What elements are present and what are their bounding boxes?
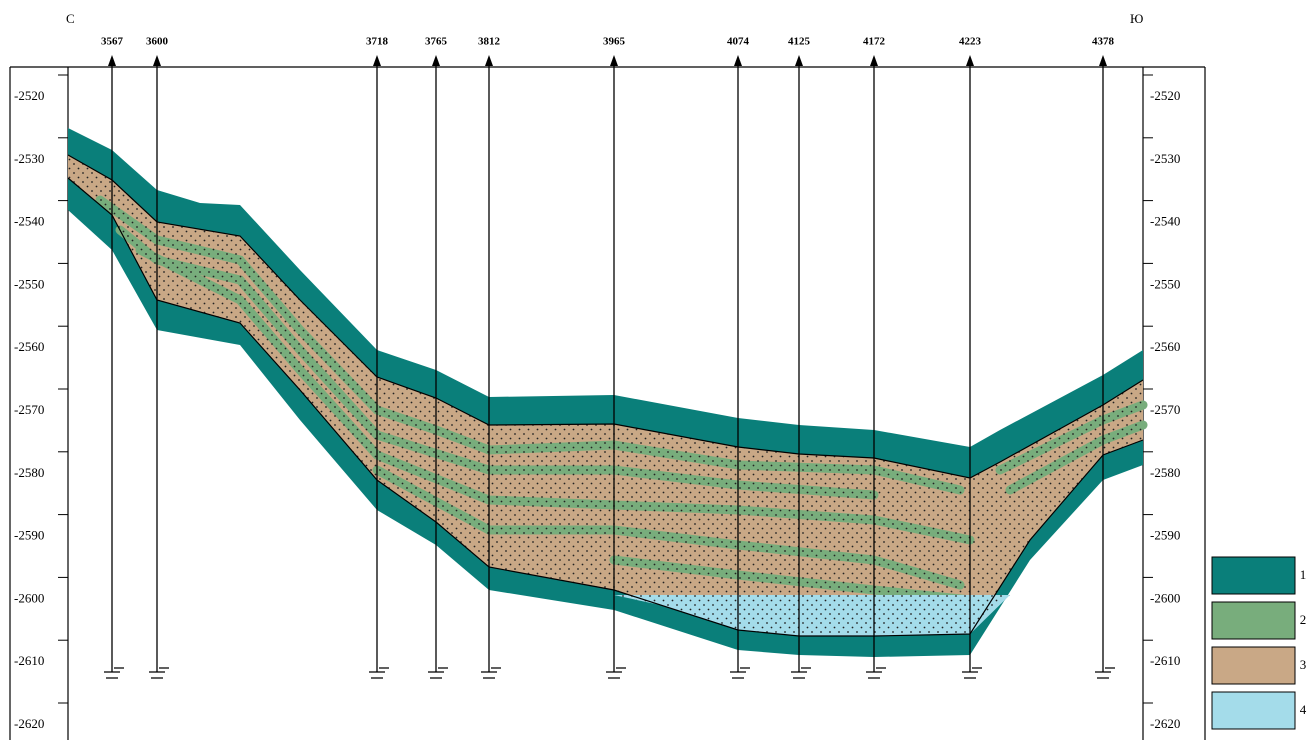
well-head — [432, 55, 440, 66]
well-bottom — [481, 668, 501, 678]
well-bottom — [606, 668, 626, 678]
well-label: 4074 — [727, 36, 750, 48]
corner-label: С — [66, 11, 75, 26]
well-head — [734, 55, 742, 66]
well-head — [966, 55, 974, 66]
well-head — [870, 55, 878, 66]
well-label: 3718 — [366, 36, 389, 48]
well-bottom — [1095, 668, 1115, 678]
depth-label: -2600 — [1150, 590, 1180, 605]
well-head — [1099, 55, 1107, 66]
depth-label: -2520 — [1150, 88, 1180, 103]
legend-swatch — [1212, 647, 1295, 684]
well-label: 4125 — [788, 36, 811, 48]
depth-label: -2600 — [14, 590, 44, 605]
well-bottom — [791, 668, 811, 678]
corner-label: Ю — [1130, 11, 1143, 26]
well-head — [373, 55, 381, 66]
well-label: 4378 — [1092, 36, 1115, 48]
legend-swatch — [1212, 557, 1295, 594]
depth-label: -2560 — [14, 339, 44, 354]
well-head — [153, 55, 161, 66]
depth-label: -2580 — [1150, 465, 1180, 480]
depth-label: -2570 — [14, 402, 44, 417]
well: 4378 — [1092, 36, 1115, 678]
well: 3600 — [146, 36, 169, 678]
depth-label: -2570 — [1150, 402, 1180, 417]
well: 3765 — [425, 36, 448, 678]
well-bottom — [149, 668, 169, 678]
well-bottom — [104, 668, 124, 678]
depth-label: -2550 — [1150, 276, 1180, 291]
depth-label: -2590 — [14, 528, 44, 543]
well-label: 3965 — [603, 36, 626, 48]
depth-label: -2540 — [14, 214, 44, 229]
well: 3567 — [101, 36, 124, 678]
page: С Ю -2520 -2520 -2530 -2530 -2540 -2540 -2550 -… — [0, 0, 1311, 740]
layers — [68, 128, 1143, 657]
well-bottom — [428, 668, 448, 678]
well-bottom — [866, 668, 886, 678]
well-head — [610, 55, 618, 66]
well-label: 3765 — [425, 36, 448, 48]
well-label: 3812 — [478, 36, 501, 48]
well-label: 4172 — [863, 36, 886, 48]
legend-swatch — [1212, 692, 1295, 729]
legend-label: 1 — [1300, 567, 1307, 582]
depth-label: -2560 — [1150, 339, 1180, 354]
depth-label: -2580 — [14, 465, 44, 480]
well-bottom — [369, 668, 389, 678]
depth-label: -2610 — [14, 653, 44, 668]
depth-label: -2550 — [14, 276, 44, 291]
well-label: 3600 — [146, 36, 169, 48]
depth-label: -2520 — [14, 88, 44, 103]
legend-label: 3 — [1300, 657, 1307, 672]
legend-label: 2 — [1300, 612, 1307, 627]
legend-swatch — [1212, 602, 1295, 639]
well-head — [485, 55, 493, 66]
depth-label: -2530 — [14, 151, 44, 166]
well-label: 3567 — [101, 36, 124, 48]
cross-section: С Ю -2520 -2520 -2530 -2530 -2540 -2540 -2550 -… — [0, 0, 1311, 740]
well-bottom — [730, 668, 750, 678]
depth-label: -2540 — [1150, 214, 1180, 229]
well-label: 4223 — [959, 36, 982, 48]
depth-label: -2620 — [1150, 716, 1180, 731]
well-head — [795, 55, 803, 66]
well-head — [108, 55, 116, 66]
depth-label: -2530 — [1150, 151, 1180, 166]
depth-label: -2620 — [14, 716, 44, 731]
well-bottom — [962, 668, 982, 678]
depth-label: -2590 — [1150, 528, 1180, 543]
depth-label: -2610 — [1150, 653, 1180, 668]
legend-label: 4 — [1300, 702, 1307, 717]
